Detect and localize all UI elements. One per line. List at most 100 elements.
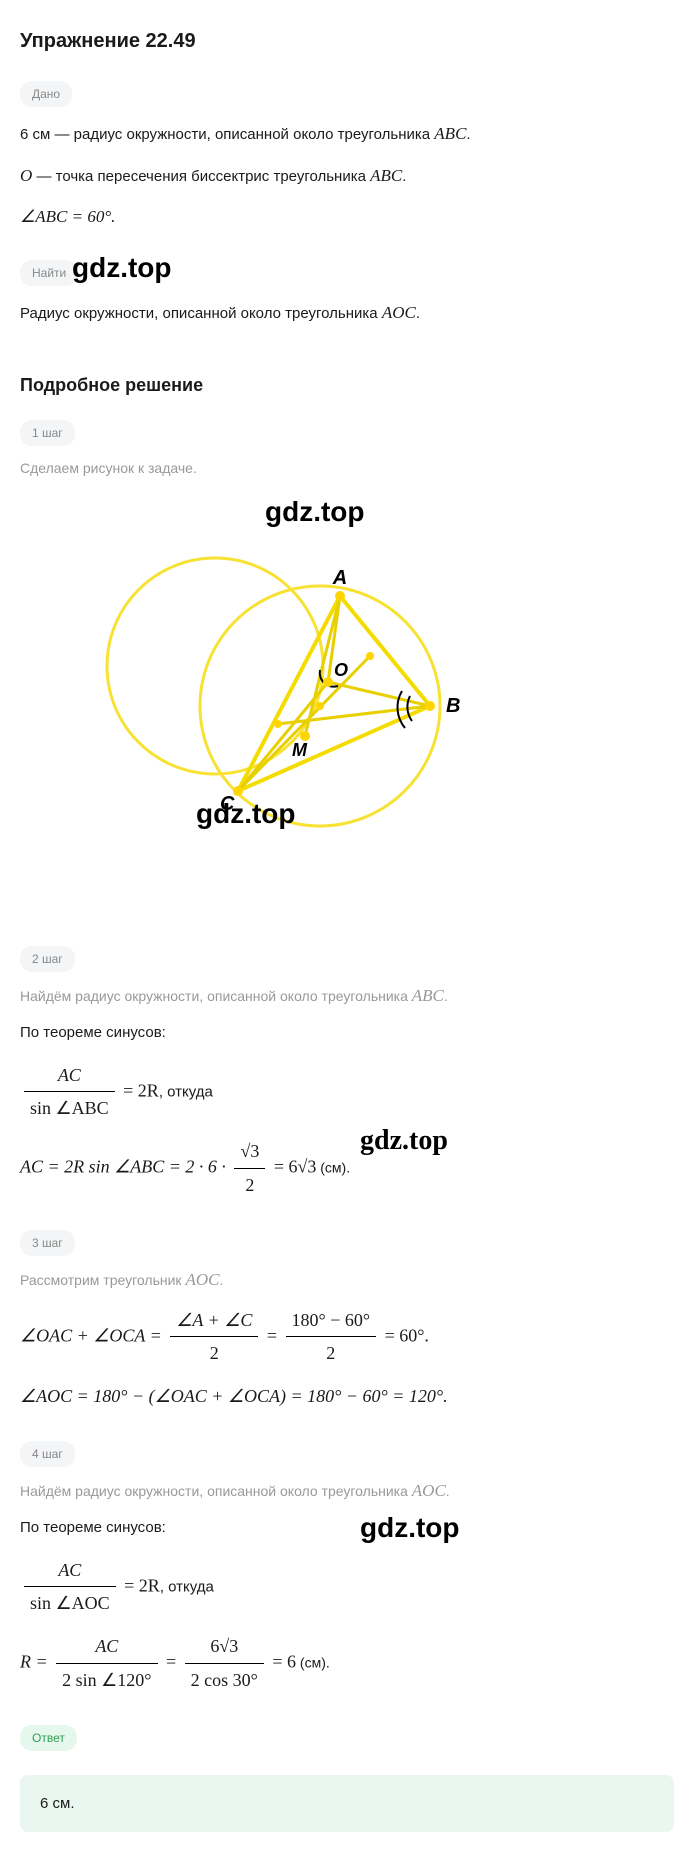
given-3-math: ∠ABC = 60°. xyxy=(20,207,115,226)
f1-rhs: = 60°. xyxy=(385,1325,429,1345)
label-o: O xyxy=(334,660,348,680)
step3-intro-math: AOC xyxy=(185,1270,219,1289)
point-center xyxy=(316,702,324,710)
frac-den: 2 xyxy=(234,1169,265,1200)
step3-formula2: ∠AOC = 180° − (∠OAC + ∠OCA) = 180° − 60°… xyxy=(20,1382,674,1411)
f2-lhs: AC = 2R sin ∠ABC = 2 · 6 · xyxy=(20,1157,230,1177)
badge-step2: 2 шаг xyxy=(20,946,75,972)
frac-num: √3 xyxy=(234,1137,265,1169)
f2-text: ∠AOC = 180° − (∠OAC + ∠OCA) = 180° − 60°… xyxy=(20,1386,448,1406)
frac-den: sin ∠AOC xyxy=(24,1587,116,1618)
watermark: gdz.top xyxy=(265,496,365,528)
f2-lhs: R = xyxy=(20,1652,52,1672)
watermark: gdz.top xyxy=(360,1507,460,1549)
step2-theorem: По теореме синусов: xyxy=(20,1022,674,1045)
step2-intro-math: ABC xyxy=(412,986,444,1005)
given-2-math2: ABC xyxy=(370,166,402,185)
given-1-pre: 6 см — радиус окружности, описанной окол… xyxy=(20,126,434,143)
step2-intro-pre: Найдём радиус окружности, описанной окол… xyxy=(20,988,412,1004)
step4-theorem: По теореме синусов: gdz.top xyxy=(20,1517,674,1540)
frac-num: AC xyxy=(24,1556,116,1588)
watermark: gdz.top xyxy=(196,798,296,830)
line-c-mid xyxy=(238,656,370,791)
step3-intro-post: . xyxy=(219,1272,223,1288)
f2-rhs: = 6 xyxy=(272,1652,296,1672)
find-post: . xyxy=(416,305,420,322)
find-pre: Радиус окружности, описанной около треуг… xyxy=(20,305,382,322)
eq-part: = 2R xyxy=(124,1575,160,1595)
watermark: gdz.top xyxy=(72,252,172,284)
eq-post: , откуда xyxy=(159,1083,213,1100)
answer-box: 6 см. xyxy=(20,1775,674,1832)
badge-find: Найти xyxy=(20,260,78,286)
point-o xyxy=(323,677,333,687)
given-2-post: . xyxy=(402,168,406,185)
point-mid2 xyxy=(366,652,374,660)
step4-intro-post: . xyxy=(446,1483,450,1499)
fraction: ∠A + ∠C 2 xyxy=(170,1306,258,1369)
find-math: AOC xyxy=(382,303,416,322)
step4-formula1: AC sin ∠AOC = 2R, откуда xyxy=(20,1556,674,1619)
step2-intro-post: . xyxy=(444,988,448,1004)
step3-formula1: ∠OAC + ∠OCA = ∠A + ∠C 2 = 180° − 60° 2 =… xyxy=(20,1306,674,1369)
eq-post: , откуда xyxy=(160,1578,214,1595)
step3-intro: Рассмотрим треугольник AOC. xyxy=(20,1270,674,1290)
step2-intro: Найдём радиус окружности, описанной окол… xyxy=(20,986,674,1006)
frac-num: AC xyxy=(56,1632,157,1664)
frac-den: 2 xyxy=(170,1337,258,1368)
label-m: M xyxy=(292,740,308,760)
badge-step4: 4 шаг xyxy=(20,1441,75,1467)
solution-title: Подробное решение xyxy=(20,375,674,396)
frac-num: 180° − 60° xyxy=(286,1306,377,1338)
badge-step3: 3 шаг xyxy=(20,1230,75,1256)
given-line-2: O — точка пересечения биссектрис треугол… xyxy=(20,163,674,189)
frac-den: sin ∠ABC xyxy=(24,1092,115,1123)
point-mid1 xyxy=(274,720,282,728)
frac-den: 2 xyxy=(286,1337,377,1368)
fraction: AC 2 sin ∠120° xyxy=(56,1632,157,1695)
eq-part: = 2R xyxy=(123,1080,159,1100)
given-line-1: 6 см — радиус окружности, описанной окол… xyxy=(20,121,674,147)
f2-rhs: = 6√3 xyxy=(274,1157,317,1177)
frac-num: 6√3 xyxy=(185,1632,264,1664)
label-b: B xyxy=(446,695,460,717)
given-2-mid: — точка пересечения биссектрис треугольн… xyxy=(32,168,370,185)
label-a: A xyxy=(332,567,347,589)
frac-den: 2 sin ∠120° xyxy=(56,1664,157,1695)
f1-mid: = xyxy=(267,1325,282,1345)
badge-given: Дано xyxy=(20,81,72,107)
badge-answer: Ответ xyxy=(20,1725,77,1751)
given-line-3: ∠ABC = 60°. xyxy=(20,204,674,230)
point-a xyxy=(335,591,345,601)
step3-intro-pre: Рассмотрим треугольник xyxy=(20,1272,185,1288)
f1-lhs: ∠OAC + ∠OCA = xyxy=(20,1325,166,1345)
step4-intro-math: AOC xyxy=(412,1481,446,1500)
step2-formula1: AC sin ∠ABC = 2R, откуда xyxy=(20,1061,674,1124)
f2-unit: (см). xyxy=(316,1160,350,1176)
step4-intro-pre: Найдём радиус окружности, описанной окол… xyxy=(20,1483,412,1499)
find-line: Радиус окружности, описанной около треуг… xyxy=(20,300,674,326)
given-1-post: . xyxy=(466,126,470,143)
frac-num: AC xyxy=(24,1061,115,1093)
badge-step1: 1 шаг xyxy=(20,420,75,446)
watermark: gdz.top xyxy=(360,1119,448,1164)
fraction: √3 2 xyxy=(234,1137,265,1200)
given-2-math1: O xyxy=(20,166,32,185)
frac-den: 2 cos 30° xyxy=(185,1664,264,1695)
step2-formula2: AC = 2R sin ∠ABC = 2 · 6 · √3 2 = 6√3 (с… xyxy=(20,1137,674,1200)
point-c xyxy=(233,786,243,796)
fraction: AC sin ∠ABC xyxy=(24,1061,115,1124)
fraction: 6√3 2 cos 30° xyxy=(185,1632,264,1695)
step4-formula2: R = AC 2 sin ∠120° = 6√3 2 cos 30° = 6 (… xyxy=(20,1632,674,1695)
point-b xyxy=(425,701,435,711)
f2-unit: (см). xyxy=(296,1655,330,1671)
given-1-math: ABC xyxy=(434,124,466,143)
fraction: AC sin ∠AOC xyxy=(24,1556,116,1619)
fraction: 180° − 60° 2 xyxy=(286,1306,377,1369)
frac-num: ∠A + ∠C xyxy=(170,1306,258,1338)
geometry-diagram: gdz.top A B C O M gdz.top xyxy=(20,506,674,886)
step4-intro: Найдём радиус окружности, описанной окол… xyxy=(20,1481,674,1501)
step1-text: Сделаем рисунок к задаче. xyxy=(20,460,674,476)
f2-mid: = xyxy=(166,1652,181,1672)
exercise-title: Упражнение 22.49 xyxy=(20,30,674,53)
